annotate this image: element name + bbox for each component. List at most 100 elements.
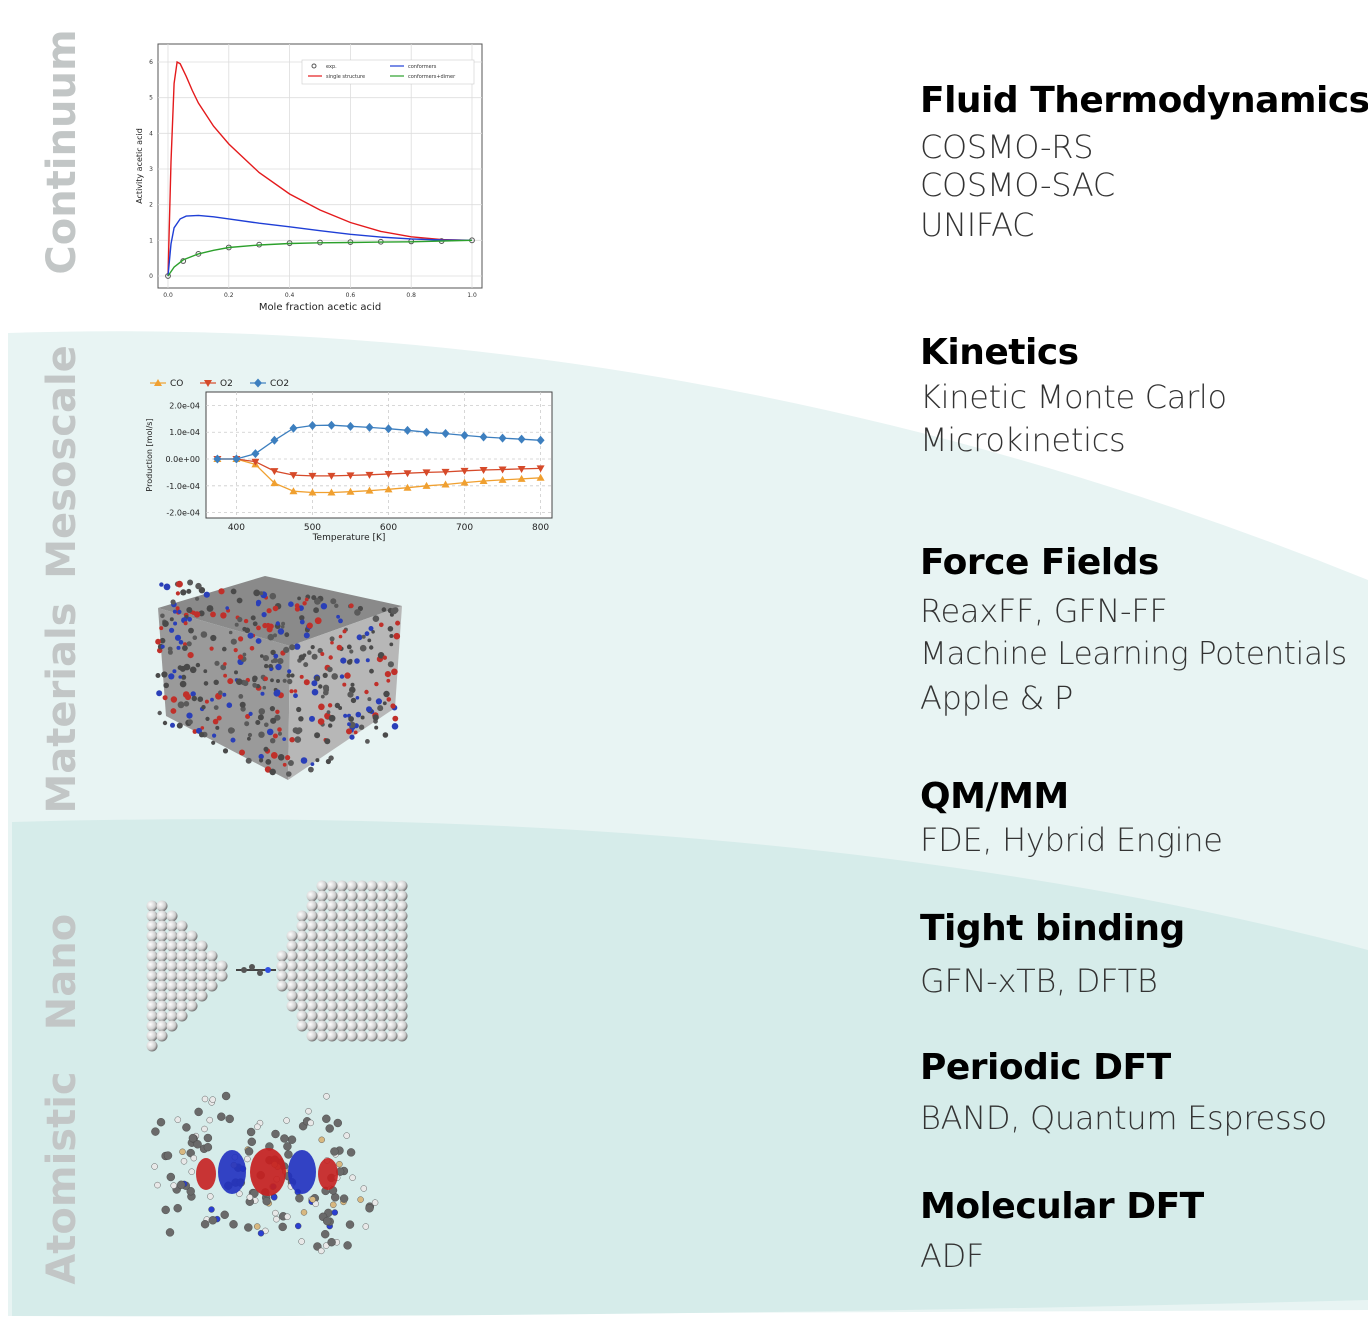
data-point <box>308 421 317 431</box>
gold-atom <box>296 990 308 1002</box>
atom <box>271 1129 280 1139</box>
atom <box>349 1174 356 1181</box>
gold-atom <box>396 970 408 982</box>
atom <box>237 616 243 623</box>
atom <box>175 606 180 611</box>
gold-atom <box>316 960 328 972</box>
gold-atom <box>386 960 398 972</box>
atom <box>236 597 243 604</box>
atom <box>334 702 341 709</box>
atom <box>283 1142 292 1151</box>
atom <box>258 731 265 738</box>
scale-label-materials: Materials <box>39 602 85 814</box>
gold-atom <box>286 970 298 982</box>
gold-atom <box>356 1000 368 1012</box>
atom <box>296 706 302 713</box>
gold-atom <box>196 970 208 982</box>
atom <box>327 666 333 673</box>
atom <box>159 582 164 587</box>
atom <box>303 662 309 668</box>
gold-atom <box>156 1000 168 1012</box>
gold-atom <box>326 890 338 902</box>
atom <box>178 640 184 645</box>
gold-atom <box>346 1030 358 1042</box>
atom <box>314 732 321 739</box>
atom <box>289 737 295 743</box>
x-tick-label: 500 <box>304 523 321 533</box>
atom <box>213 705 219 710</box>
atom <box>334 603 339 608</box>
atom <box>244 1223 253 1232</box>
gold-atom <box>296 950 308 962</box>
gold-atom <box>176 930 188 942</box>
atom <box>183 621 188 626</box>
atom <box>354 658 360 664</box>
gold-atom <box>276 960 288 972</box>
atom <box>182 1123 191 1132</box>
gold-atom <box>306 930 318 942</box>
gold-atom <box>386 920 398 932</box>
atom <box>187 652 194 659</box>
atom <box>374 681 379 687</box>
atom <box>160 613 165 619</box>
gold-atom <box>336 1000 348 1012</box>
series-line-single-structure <box>167 60 473 277</box>
data-point <box>536 465 545 473</box>
legend-label: O2 <box>220 379 233 389</box>
data-point <box>517 434 526 444</box>
gold-atom <box>176 1010 188 1022</box>
atom <box>320 652 325 656</box>
atom <box>223 662 227 666</box>
gold-atom <box>146 940 158 952</box>
data-point <box>289 487 298 495</box>
atom <box>323 689 329 696</box>
data-point <box>536 473 545 481</box>
gold-atom <box>366 990 378 1002</box>
gold-atom <box>376 1030 388 1042</box>
section-title-periodic-dft: Periodic DFT <box>920 1047 1171 1088</box>
atom <box>222 646 227 652</box>
atom <box>195 596 200 601</box>
data-point <box>308 488 317 496</box>
series-O2 <box>213 456 545 480</box>
atom <box>294 643 301 650</box>
gold-atom <box>286 950 298 962</box>
atom <box>325 1124 334 1133</box>
gold-atom <box>356 980 368 992</box>
atom <box>387 661 394 668</box>
atom <box>391 668 398 676</box>
gold-atom <box>216 960 228 972</box>
item-band-quantum-espresso: BAND, Quantum Espresso <box>920 1099 1327 1137</box>
atom <box>282 678 287 683</box>
gold-atom <box>386 940 398 952</box>
atom <box>300 1209 308 1216</box>
gold-atom <box>316 1000 328 1012</box>
gold-atom <box>206 970 218 982</box>
atom <box>255 638 262 644</box>
atom <box>359 644 367 652</box>
gold-atom <box>306 910 318 922</box>
data-point <box>460 430 469 440</box>
legend-label: conformers <box>408 64 437 70</box>
atom <box>318 684 323 689</box>
y-tick-label: 1 <box>149 237 153 244</box>
gold-atom <box>326 930 338 942</box>
gold-atom <box>306 1030 318 1042</box>
atom <box>318 1136 325 1143</box>
atom <box>240 706 246 712</box>
atom <box>284 1213 291 1220</box>
atom <box>257 714 264 721</box>
atom <box>183 664 188 669</box>
atom <box>344 672 351 679</box>
atom <box>245 714 251 719</box>
atom <box>242 680 249 687</box>
gold-atom <box>366 970 378 982</box>
atom <box>184 693 192 701</box>
atom <box>227 678 234 685</box>
atom <box>270 678 274 683</box>
gold-atom <box>306 940 318 952</box>
atom <box>277 658 284 665</box>
atom <box>309 1196 316 1203</box>
gold-atom <box>336 890 348 902</box>
atom <box>163 682 169 689</box>
